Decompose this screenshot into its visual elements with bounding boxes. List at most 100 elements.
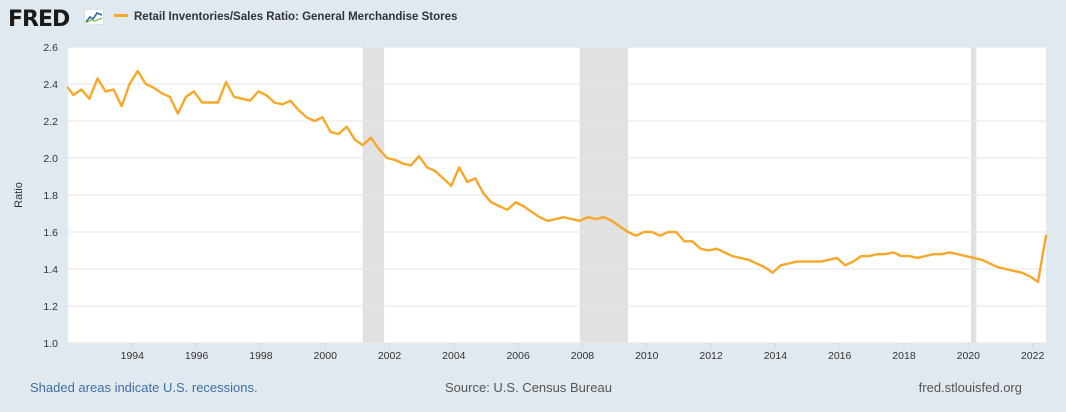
data-point[interactable] — [498, 205, 500, 207]
data-point[interactable] — [940, 253, 942, 255]
data-point[interactable] — [378, 148, 380, 150]
data-point[interactable] — [281, 103, 283, 105]
legend[interactable]: Retail Inventories/Sales Ratio: General … — [114, 11, 457, 23]
data-point[interactable] — [514, 201, 516, 203]
data-point[interactable] — [522, 205, 524, 207]
data-point[interactable] — [362, 144, 364, 146]
data-point[interactable] — [265, 94, 267, 96]
data-point[interactable] — [989, 262, 991, 264]
data-point[interactable] — [67, 87, 69, 89]
data-point[interactable] — [241, 98, 243, 100]
data-point[interactable] — [506, 209, 508, 211]
data-point[interactable] — [145, 83, 147, 85]
data-point[interactable] — [161, 92, 163, 94]
data-point[interactable] — [426, 166, 428, 168]
data-point[interactable] — [345, 125, 347, 127]
data-point[interactable] — [402, 162, 404, 164]
data-point[interactable] — [466, 181, 468, 183]
data-point[interactable] — [394, 159, 396, 161]
data-point[interactable] — [193, 90, 195, 92]
data-point[interactable] — [1045, 235, 1047, 237]
data-point[interactable] — [474, 177, 476, 179]
data-point[interactable] — [128, 83, 130, 85]
data-point[interactable] — [699, 247, 701, 249]
data-point[interactable] — [603, 216, 605, 218]
data-point[interactable] — [571, 218, 573, 220]
data-point[interactable] — [313, 120, 315, 122]
data-point[interactable] — [153, 87, 155, 89]
data-point[interactable] — [538, 216, 540, 218]
data-point[interactable] — [273, 101, 275, 103]
data-point[interactable] — [739, 257, 741, 259]
data-point[interactable] — [884, 253, 886, 255]
data-point[interactable] — [924, 255, 926, 257]
data-point[interactable] — [209, 101, 211, 103]
data-point[interactable] — [715, 247, 717, 249]
data-point[interactable] — [828, 259, 830, 261]
data-point[interactable] — [796, 260, 798, 262]
data-point[interactable] — [820, 260, 822, 262]
site-link[interactable]: fred.stlouisfed.org — [918, 380, 1022, 395]
data-point[interactable] — [908, 255, 910, 257]
data-point[interactable] — [80, 88, 82, 90]
data-point[interactable] — [964, 255, 966, 257]
data-point[interactable] — [450, 185, 452, 187]
data-point[interactable] — [916, 257, 918, 259]
data-point[interactable] — [289, 99, 291, 101]
data-point[interactable] — [892, 251, 894, 253]
data-point[interactable] — [88, 98, 90, 100]
data-point[interactable] — [812, 260, 814, 262]
data-point[interactable] — [370, 136, 372, 138]
data-point[interactable] — [329, 131, 331, 133]
data-point[interactable] — [852, 260, 854, 262]
series-line[interactable] — [66, 69, 1048, 284]
data-point[interactable] — [997, 266, 999, 268]
data-point[interactable] — [337, 133, 339, 135]
data-point[interactable] — [579, 220, 581, 222]
data-point[interactable] — [201, 101, 203, 103]
data-point[interactable] — [659, 235, 661, 237]
data-point[interactable] — [627, 231, 629, 233]
data-point[interactable] — [667, 231, 669, 233]
data-point[interactable] — [780, 264, 782, 266]
data-point[interactable] — [675, 231, 677, 233]
data-point[interactable] — [136, 70, 138, 72]
data-point[interactable] — [876, 253, 878, 255]
data-point[interactable] — [386, 157, 388, 159]
data-point[interactable] — [1021, 272, 1023, 274]
data-point[interactable] — [177, 112, 179, 114]
data-point[interactable] — [1005, 268, 1007, 270]
data-point[interactable] — [771, 272, 773, 274]
data-point[interactable] — [305, 116, 307, 118]
data-point[interactable] — [482, 192, 484, 194]
data-point[interactable] — [410, 164, 412, 166]
data-point[interactable] — [562, 216, 564, 218]
data-point[interactable] — [948, 251, 950, 253]
data-point[interactable] — [691, 240, 693, 242]
data-point[interactable] — [723, 251, 725, 253]
data-point[interactable] — [112, 88, 114, 90]
data-point[interactable] — [731, 255, 733, 257]
data-point[interactable] — [788, 262, 790, 264]
data-point[interactable] — [587, 216, 589, 218]
data-point[interactable] — [554, 218, 556, 220]
data-point[interactable] — [619, 225, 621, 227]
data-point[interactable] — [418, 155, 420, 157]
data-point[interactable] — [707, 249, 709, 251]
data-point[interactable] — [169, 96, 171, 98]
data-point[interactable] — [900, 255, 902, 257]
data-point[interactable] — [804, 260, 806, 262]
data-point[interactable] — [321, 116, 323, 118]
data-point[interactable] — [297, 109, 299, 111]
data-point[interactable] — [1013, 270, 1015, 272]
data-point[interactable] — [546, 220, 548, 222]
data-point[interactable] — [683, 240, 685, 242]
data-point[interactable] — [755, 262, 757, 264]
data-point[interactable] — [836, 257, 838, 259]
data-point[interactable] — [651, 231, 653, 233]
data-point[interactable] — [442, 177, 444, 179]
data-point[interactable] — [1029, 275, 1031, 277]
data-point[interactable] — [530, 210, 532, 212]
data-point[interactable] — [225, 81, 227, 83]
